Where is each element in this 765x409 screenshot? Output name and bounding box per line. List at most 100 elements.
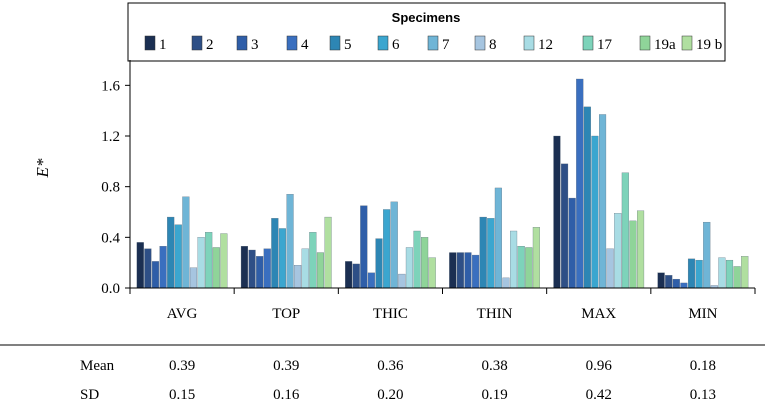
bar [375, 238, 383, 289]
bar [278, 228, 286, 289]
bar [680, 282, 688, 289]
bar [294, 265, 302, 289]
bar [576, 78, 584, 289]
bar [398, 273, 406, 289]
bar [621, 172, 629, 289]
bar [205, 232, 213, 289]
bar [309, 232, 317, 289]
bar [352, 263, 360, 289]
bar [367, 272, 375, 289]
bar [144, 248, 152, 289]
bar [568, 197, 576, 289]
table-cell: 0.13 [690, 387, 716, 403]
y-tick-label: 1.6 [101, 78, 120, 94]
legend-label: 7 [442, 37, 450, 53]
bar [456, 252, 464, 289]
bar [741, 256, 749, 289]
y-tick-label: 0.0 [101, 281, 120, 297]
legend-title: Specimens [392, 10, 461, 25]
bar [316, 252, 324, 289]
legend-swatch [191, 35, 203, 51]
bar [494, 187, 502, 289]
bar [136, 242, 144, 289]
bar [360, 205, 368, 289]
legend: Specimens 1 2 3 4 5 6 7 8 12 17 19a 19 b [127, 2, 726, 62]
legend-swatch [582, 35, 594, 51]
bar [703, 221, 711, 289]
x-category-label: AVG [167, 306, 198, 322]
bar [464, 252, 472, 289]
bar [695, 259, 703, 289]
y-tick-label: 0.4 [101, 230, 120, 246]
legend-swatch [286, 35, 298, 51]
legend-label: 6 [392, 37, 400, 53]
x-category-label: TOP [272, 306, 300, 322]
legend-box [127, 2, 726, 62]
bar [413, 230, 421, 289]
bar [665, 275, 673, 289]
bar [487, 218, 495, 289]
legend-label: 4 [301, 37, 309, 53]
bar [197, 237, 205, 289]
bar [167, 216, 175, 289]
bar [502, 277, 510, 289]
bar [599, 114, 607, 289]
table-cell: 0.36 [377, 358, 404, 374]
bar [421, 237, 429, 289]
bar [345, 261, 353, 289]
bar [174, 224, 182, 289]
table-cell: 0.96 [586, 358, 613, 374]
bar [271, 218, 279, 289]
legend-label: 19a [654, 37, 676, 53]
table-cell: 0.38 [481, 358, 507, 374]
legend-label: 3 [251, 37, 259, 53]
bar [718, 257, 726, 289]
table-row-label: Mean [80, 358, 115, 374]
table-cell: 0.18 [690, 358, 716, 374]
legend-swatch [474, 35, 486, 51]
bar [725, 259, 734, 289]
bars [136, 78, 749, 289]
x-category-label: MAX [581, 306, 616, 322]
legend-label: 1 [159, 37, 167, 53]
x-category-label: MIN [688, 306, 717, 322]
table-row-label: SD [80, 387, 99, 403]
bar [525, 247, 533, 289]
bar [189, 267, 198, 289]
bar [390, 201, 398, 289]
legend-swatch [681, 35, 693, 51]
legend-label: 5 [344, 37, 352, 53]
bar [637, 210, 645, 289]
y-axis: 0.0 0.4 0.8 1.2 1.6 [101, 60, 131, 297]
bar [687, 258, 696, 289]
legend-swatch [427, 35, 439, 51]
bar [256, 256, 264, 289]
table-cell: 0.39 [169, 358, 195, 374]
summary-table: Mean 0.39 0.39 0.36 0.38 0.96 0.18 SD 0.15 0.16 0.… [0, 344, 765, 403]
table-cell: 0.42 [586, 387, 612, 403]
legend-label: 12 [538, 37, 553, 53]
legend-swatch [639, 35, 651, 51]
y-tick-label: 1.2 [101, 129, 120, 145]
bar [672, 278, 680, 289]
table-cell: 0.39 [273, 358, 299, 374]
bar [212, 247, 220, 289]
bar [583, 106, 591, 289]
legend-label: 19 b [696, 37, 722, 53]
table-cell: 0.15 [169, 387, 195, 403]
x-category-label: THIN [477, 306, 513, 322]
x-axis: AVG TOP THIC THIN MAX MIN [129, 287, 756, 322]
legend-label: 17 [597, 37, 613, 53]
table-cell: 0.19 [481, 387, 507, 403]
legend-swatch [144, 35, 156, 51]
bar [629, 220, 637, 289]
bar [614, 213, 622, 289]
table-cell: 0.20 [377, 387, 403, 403]
bar [479, 216, 487, 289]
legend-swatch [236, 35, 248, 51]
bar [182, 196, 190, 289]
legend-swatch [329, 35, 341, 51]
x-category-label: THIC [373, 306, 408, 322]
bar [733, 266, 741, 289]
